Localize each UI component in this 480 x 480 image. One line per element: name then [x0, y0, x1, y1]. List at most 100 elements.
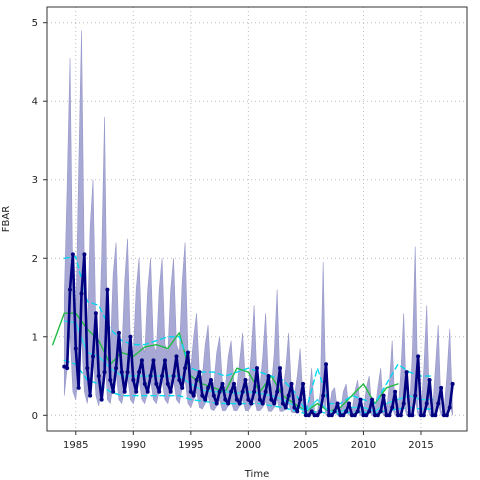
series-point	[361, 413, 366, 418]
series-point	[401, 401, 406, 406]
series-point	[378, 409, 383, 414]
series-point	[387, 413, 392, 418]
series-point	[160, 374, 165, 379]
series-point	[341, 413, 346, 418]
series-point	[102, 370, 107, 375]
series-point	[367, 409, 372, 414]
series-point	[349, 413, 354, 418]
series-point	[329, 413, 334, 418]
series-point	[332, 409, 337, 414]
series-point	[131, 377, 136, 382]
series-point	[99, 397, 104, 402]
series-point	[148, 374, 153, 379]
series-point	[197, 370, 202, 375]
series-point	[395, 413, 400, 418]
series-point	[151, 358, 156, 363]
series-point	[278, 366, 283, 371]
series-point	[206, 385, 211, 390]
series-point	[68, 287, 73, 292]
series-point	[335, 401, 340, 406]
series-point	[427, 377, 432, 382]
series-point	[407, 413, 412, 418]
series-point	[116, 330, 121, 335]
series-point	[237, 401, 242, 406]
series-point	[157, 389, 162, 394]
y-tick-label: 4	[32, 97, 38, 108]
series-point	[424, 401, 429, 406]
series-point	[298, 397, 303, 402]
series-point	[229, 389, 234, 394]
series-point	[180, 385, 185, 390]
series-point	[96, 374, 101, 379]
series-point	[269, 397, 274, 402]
series-point	[292, 405, 297, 410]
series-point	[200, 393, 205, 398]
series-point	[444, 413, 449, 418]
x-tick-label: 2005	[293, 440, 318, 451]
series-point	[303, 413, 308, 418]
series-point	[318, 409, 323, 414]
series-point	[283, 405, 288, 410]
series-point	[436, 401, 441, 406]
series-point	[165, 381, 170, 386]
series-point	[93, 311, 98, 316]
series-point	[309, 409, 314, 414]
series-point	[70, 252, 75, 257]
series-point	[266, 374, 271, 379]
series-point	[111, 389, 116, 394]
series-point	[234, 397, 239, 402]
series-point	[223, 397, 228, 402]
series-point	[312, 413, 317, 418]
series-point	[183, 366, 188, 371]
y-tick-label: 1	[32, 332, 38, 343]
series-point	[214, 401, 219, 406]
series-point	[188, 389, 193, 394]
series-point	[416, 354, 421, 359]
series-point	[404, 370, 409, 375]
series-point	[390, 405, 395, 410]
series-point	[171, 374, 176, 379]
series-point	[243, 377, 248, 382]
series-point	[91, 354, 96, 359]
series-point	[295, 409, 300, 414]
series-point	[88, 393, 93, 398]
grid	[47, 7, 467, 431]
series-point	[321, 393, 326, 398]
series-point	[421, 413, 426, 418]
x-tick-label: 2000	[236, 440, 261, 451]
series-point	[260, 401, 265, 406]
series-point	[255, 366, 259, 371]
series-point	[168, 389, 173, 394]
series-point	[249, 401, 254, 406]
y-tick-label: 0	[32, 411, 38, 422]
series-point	[128, 334, 133, 339]
series-point	[134, 389, 139, 394]
series-point	[447, 405, 452, 410]
series-point	[430, 413, 435, 418]
series-point	[211, 393, 216, 398]
series-line-4	[63, 359, 434, 415]
y-tick-label: 5	[32, 18, 38, 29]
series-point	[76, 385, 81, 390]
series-point	[439, 385, 444, 390]
series-point	[306, 413, 311, 418]
series-point	[413, 393, 418, 398]
series-point	[370, 397, 375, 402]
series-point	[344, 409, 349, 414]
series-point	[114, 366, 119, 371]
band-layer	[63, 30, 453, 416]
series-point	[191, 393, 196, 398]
series-point	[338, 413, 343, 418]
series-point	[289, 381, 294, 386]
series-point	[355, 409, 360, 414]
series-point	[125, 370, 130, 375]
series-point	[139, 358, 144, 363]
y-axis-title: FBAR	[1, 206, 12, 232]
series-point	[226, 401, 231, 406]
series-point	[381, 393, 386, 398]
series-point	[433, 413, 438, 418]
series-point	[324, 362, 329, 367]
x-tick-label: 1990	[121, 440, 146, 451]
series-point	[393, 389, 398, 394]
